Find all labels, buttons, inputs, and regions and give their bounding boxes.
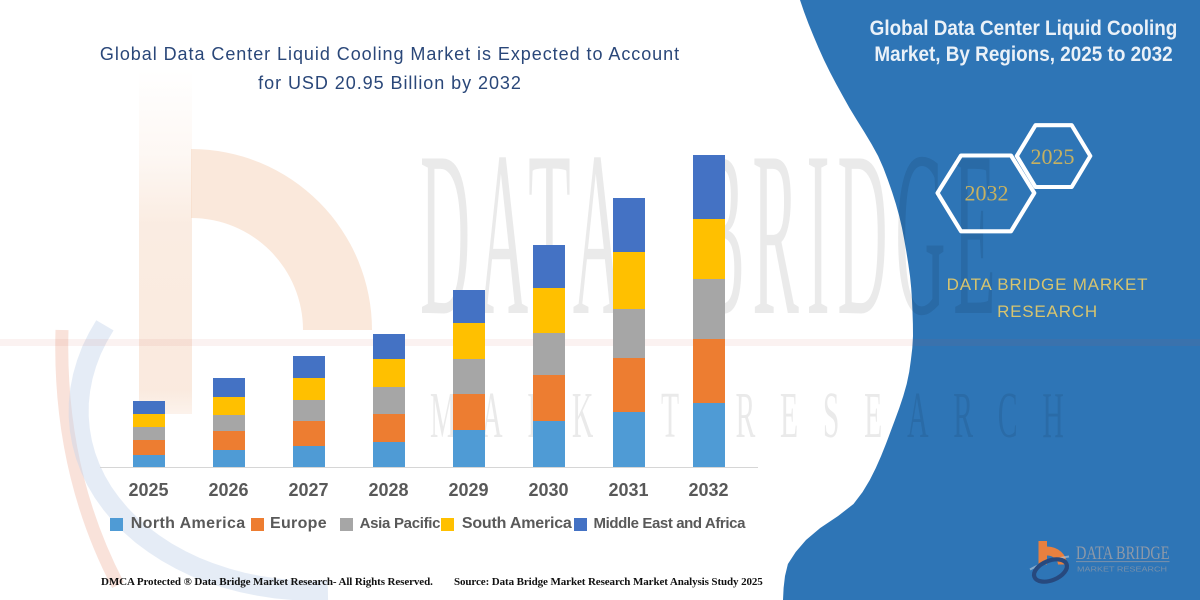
svg-text:2025: 2025 — [1031, 144, 1075, 169]
svg-text:MARKET RESEARCH: MARKET RESEARCH — [1077, 567, 1167, 574]
svg-text:2032: 2032 — [965, 181, 1009, 206]
svg-text:DATA BRIDGE: DATA BRIDGE — [1076, 543, 1170, 564]
